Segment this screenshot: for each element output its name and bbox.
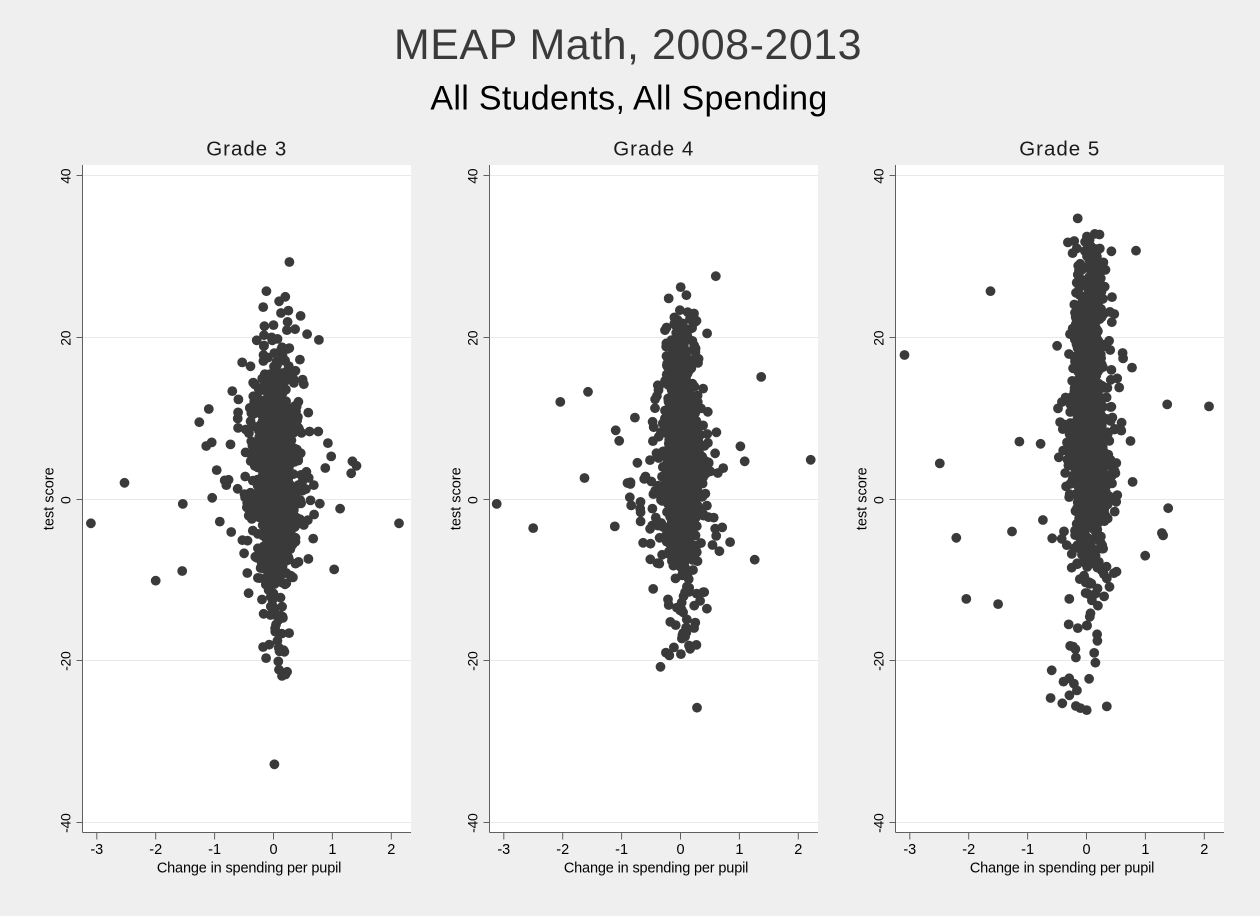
svg-text:-2: -2 <box>149 842 162 858</box>
svg-text:-20: -20 <box>871 651 887 671</box>
svg-text:Grade 4: Grade 4 <box>613 138 694 161</box>
svg-text:MEAP Math, 2008-2013: MEAP Math, 2008-2013 <box>394 21 862 69</box>
svg-text:40: 40 <box>58 168 74 183</box>
svg-text:0: 0 <box>1082 842 1090 858</box>
svg-text:2: 2 <box>387 842 395 858</box>
svg-text:40: 40 <box>465 168 481 183</box>
svg-text:0: 0 <box>676 842 684 858</box>
svg-text:1: 1 <box>1141 842 1149 858</box>
svg-text:1: 1 <box>735 842 743 858</box>
svg-text:-20: -20 <box>58 651 74 671</box>
svg-text:-3: -3 <box>90 842 103 858</box>
svg-text:test score: test score <box>449 467 465 530</box>
svg-text:0: 0 <box>269 842 277 858</box>
svg-text:-40: -40 <box>871 813 887 833</box>
svg-text:20: 20 <box>465 330 481 345</box>
svg-text:-1: -1 <box>208 842 221 858</box>
svg-text:40: 40 <box>871 168 887 183</box>
svg-text:-20: -20 <box>465 651 481 671</box>
svg-text:-1: -1 <box>1021 842 1034 858</box>
svg-text:-40: -40 <box>58 813 74 833</box>
svg-text:1: 1 <box>328 842 336 858</box>
svg-text:-3: -3 <box>903 842 916 858</box>
svg-text:0: 0 <box>871 496 887 504</box>
svg-text:2: 2 <box>794 842 802 858</box>
svg-text:20: 20 <box>58 330 74 345</box>
svg-text:-2: -2 <box>556 842 569 858</box>
svg-text:test score: test score <box>855 467 871 530</box>
svg-text:-3: -3 <box>497 842 510 858</box>
svg-text:20: 20 <box>871 330 887 345</box>
svg-text:2: 2 <box>1200 842 1208 858</box>
svg-text:0: 0 <box>465 496 481 504</box>
svg-text:Change in spending per pupil: Change in spending per pupil <box>564 861 748 877</box>
svg-text:-40: -40 <box>465 813 481 833</box>
svg-text:-1: -1 <box>615 842 628 858</box>
svg-text:Change in spending per pupil: Change in spending per pupil <box>970 861 1154 877</box>
svg-text:-2: -2 <box>962 842 975 858</box>
svg-text:Grade 3: Grade 3 <box>206 138 287 161</box>
svg-text:Change in spending per pupil: Change in spending per pupil <box>157 861 341 877</box>
svg-text:test score: test score <box>42 467 58 530</box>
svg-text:All Students, All Spending: All Students, All Spending <box>430 79 827 117</box>
svg-text:Grade 5: Grade 5 <box>1019 138 1100 161</box>
svg-text:0: 0 <box>58 496 74 504</box>
